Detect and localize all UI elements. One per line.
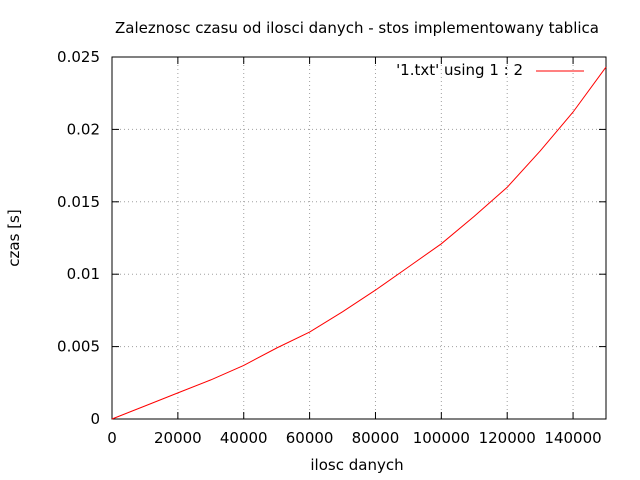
x-tick-label: 100000 xyxy=(413,429,470,447)
x-tick-label: 0 xyxy=(107,429,117,447)
series-line xyxy=(111,66,607,420)
legend-label: '1.txt' using 1 : 2 xyxy=(396,61,523,79)
series-layer xyxy=(111,66,607,420)
x-tick-label: 40000 xyxy=(220,429,268,447)
y-tick-label: 0.005 xyxy=(57,338,100,356)
y-axis-label: czas [s] xyxy=(5,209,23,266)
x-tick-label: 140000 xyxy=(544,429,601,447)
y-tick-label: 0.01 xyxy=(67,265,100,283)
y-tick-label: 0 xyxy=(90,410,100,428)
y-tick-label: 0.015 xyxy=(57,193,100,211)
x-tick-label: 120000 xyxy=(479,429,536,447)
x-tick-label: 20000 xyxy=(154,429,202,447)
x-tick-label: 80000 xyxy=(352,429,400,447)
x-axis-label: ilosc danych xyxy=(310,456,403,474)
y-tick-label: 0.02 xyxy=(67,120,100,138)
grid-lines xyxy=(112,57,606,419)
y-tick-label: 0.025 xyxy=(57,48,100,66)
plot-frame xyxy=(111,56,607,420)
x-tick-label: 60000 xyxy=(286,429,334,447)
legend: '1.txt' using 1 : 2 xyxy=(396,61,584,79)
axis-ticks: 0 20000 40000 60000 80000 100000 120000 140000 0… xyxy=(57,48,606,447)
chart-title: Zaleznosc czasu od ilosci danych - stos … xyxy=(115,19,599,37)
